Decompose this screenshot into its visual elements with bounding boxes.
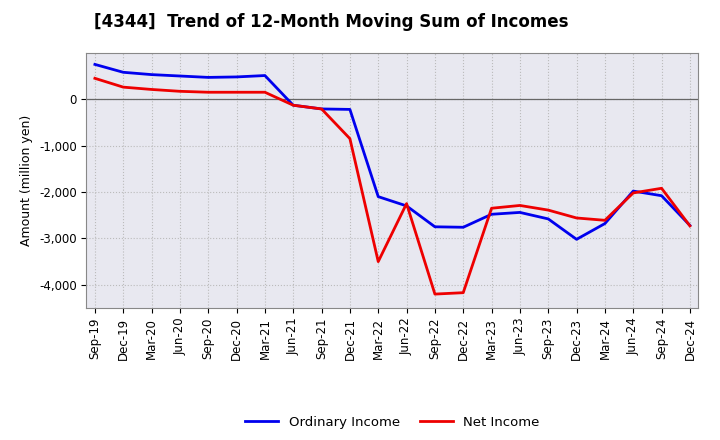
Net Income [176, 89, 184, 94]
Ordinary Income [289, 103, 297, 108]
Net Income [600, 218, 609, 223]
Ordinary Income [459, 225, 467, 230]
Ordinary Income [600, 221, 609, 226]
Ordinary Income [402, 203, 411, 209]
Net Income [685, 223, 694, 228]
Ordinary Income [119, 70, 127, 75]
Ordinary Income [572, 237, 581, 242]
Text: [4344]  Trend of 12-Month Moving Sum of Incomes: [4344] Trend of 12-Month Moving Sum of I… [94, 13, 568, 31]
Net Income [148, 87, 156, 92]
Ordinary Income [657, 193, 666, 198]
Net Income [629, 190, 637, 195]
Net Income [346, 136, 354, 141]
Net Income [657, 186, 666, 191]
Line: Ordinary Income: Ordinary Income [95, 64, 690, 239]
Net Income [289, 103, 297, 108]
Y-axis label: Amount (million yen): Amount (million yen) [20, 115, 33, 246]
Net Income [318, 106, 326, 112]
Line: Net Income: Net Income [95, 78, 690, 294]
Net Income [204, 90, 212, 95]
Ordinary Income [374, 194, 382, 199]
Net Income [119, 84, 127, 90]
Ordinary Income [318, 106, 326, 112]
Ordinary Income [204, 75, 212, 80]
Ordinary Income [629, 188, 637, 194]
Legend: Ordinary Income, Net Income: Ordinary Income, Net Income [240, 411, 545, 434]
Ordinary Income [261, 73, 269, 78]
Net Income [487, 205, 496, 211]
Net Income [544, 207, 552, 213]
Net Income [233, 90, 241, 95]
Ordinary Income [148, 72, 156, 77]
Net Income [516, 203, 524, 208]
Net Income [572, 215, 581, 220]
Ordinary Income [346, 107, 354, 112]
Net Income [91, 76, 99, 81]
Ordinary Income [685, 223, 694, 228]
Ordinary Income [176, 73, 184, 79]
Ordinary Income [544, 216, 552, 222]
Ordinary Income [487, 212, 496, 217]
Net Income [431, 291, 439, 297]
Ordinary Income [431, 224, 439, 229]
Ordinary Income [91, 62, 99, 67]
Net Income [374, 259, 382, 264]
Net Income [261, 90, 269, 95]
Net Income [402, 201, 411, 206]
Ordinary Income [516, 210, 524, 215]
Ordinary Income [233, 74, 241, 80]
Net Income [459, 290, 467, 295]
